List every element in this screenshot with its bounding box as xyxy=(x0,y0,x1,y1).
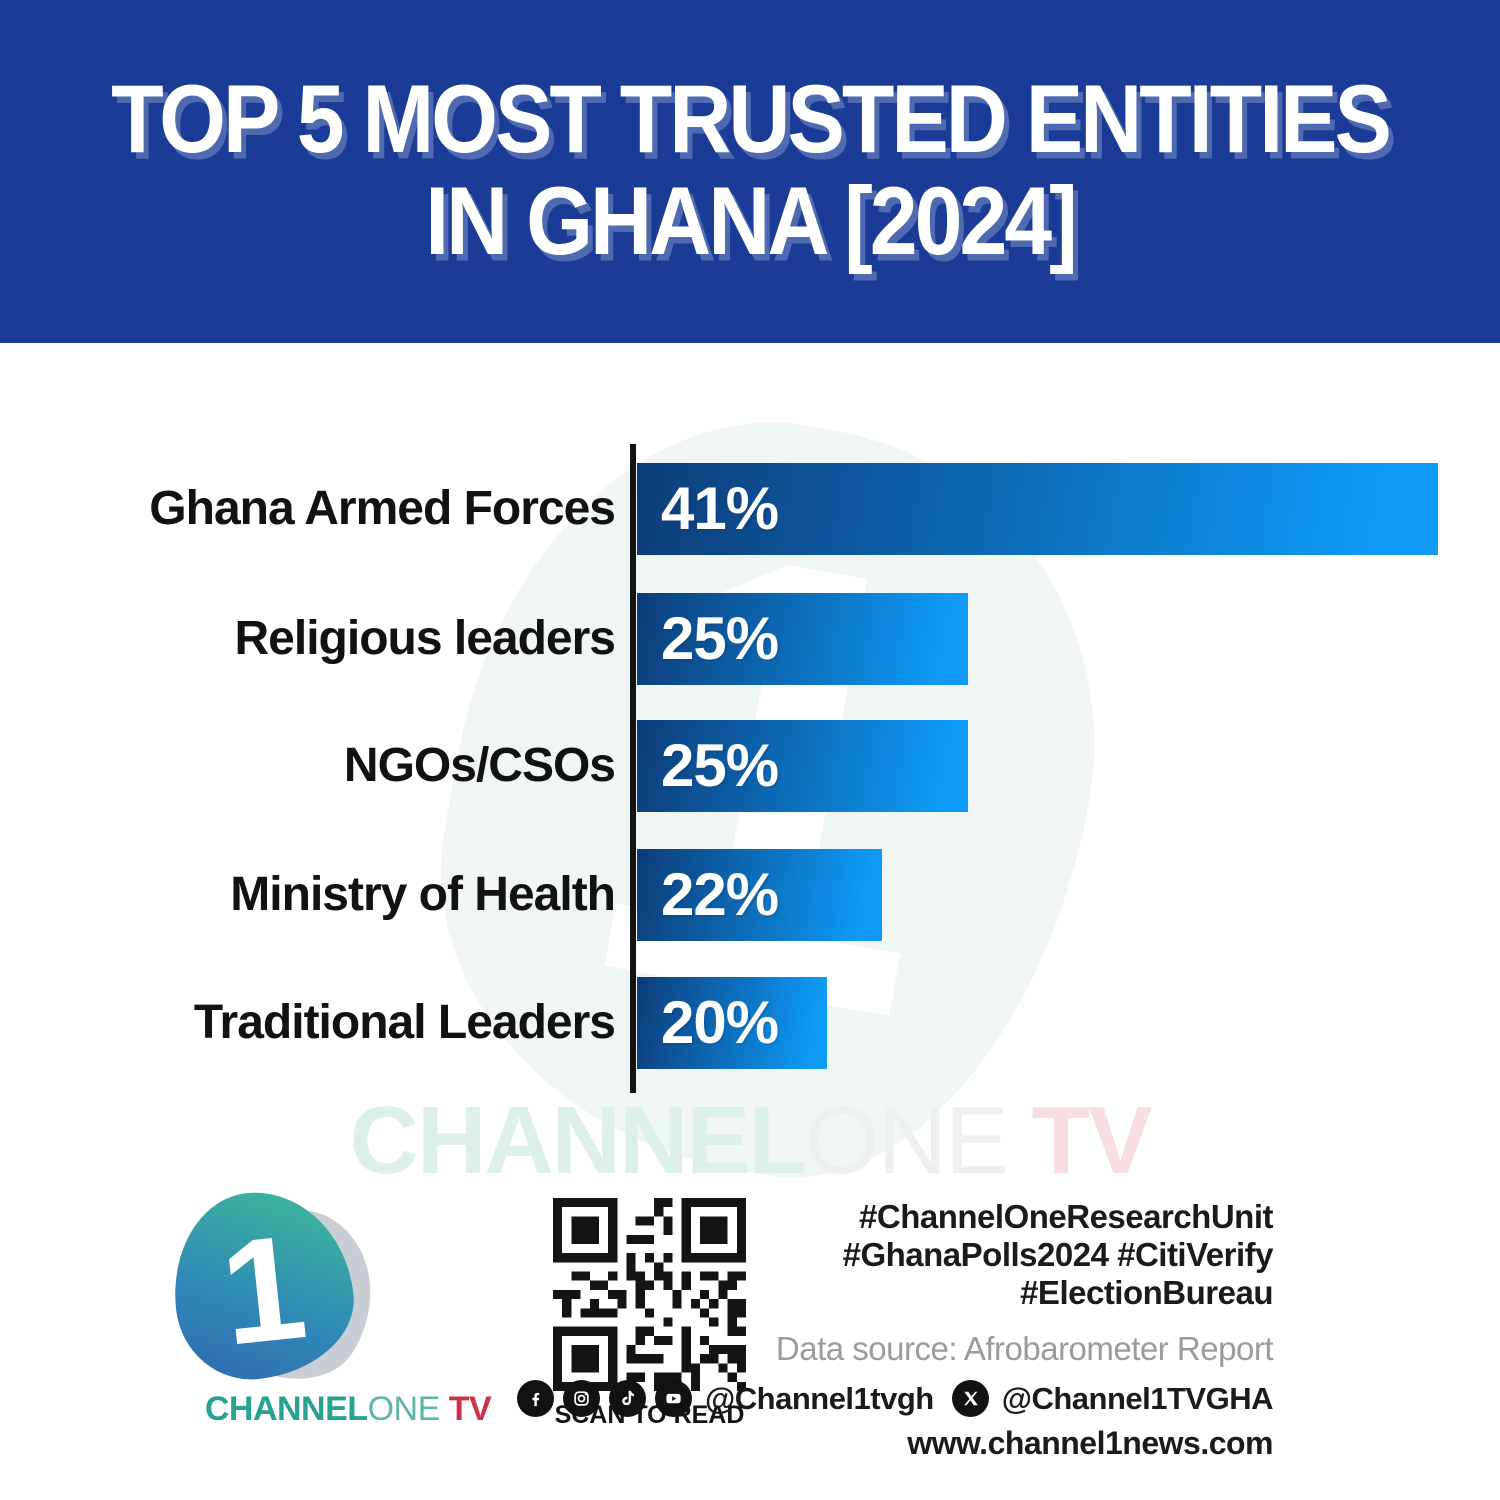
hashtag-line2: #GhanaPolls2024 #CitiVerify xyxy=(842,1236,1274,1273)
watermark-tv: TV xyxy=(1031,1087,1153,1194)
social-handle: @Channel1tvgh xyxy=(705,1380,934,1416)
page-title: TOP 5 MOST TRUSTED ENTITIES IN GHANA [20… xyxy=(111,66,1392,276)
bar-value-label: 25% xyxy=(661,605,779,672)
x-handle: @Channel1TVGHA xyxy=(1001,1380,1274,1416)
youtube-icon xyxy=(655,1380,693,1417)
brand-wordmark: CHANNELONE TV xyxy=(138,1390,558,1429)
channel-one-logo: 1 CHANNELONE TV xyxy=(160,1179,492,1438)
bar-value-label: 22% xyxy=(661,861,779,928)
bar-religious-leaders: 25% xyxy=(637,593,968,685)
category-label-traditional-leaders: Traditional Leaders xyxy=(193,996,616,1049)
x-icon xyxy=(951,1380,989,1417)
hashtag-line3: #ElectionBureau xyxy=(1020,1274,1273,1311)
website-url: www.channel1news.com xyxy=(907,1425,1273,1461)
page-title-line2: IN GHANA [2024] xyxy=(425,168,1078,276)
title-banner: TOP 5 MOST TRUSTED ENTITIES IN GHANA [20… xyxy=(0,0,1500,343)
facebook-icon xyxy=(517,1380,555,1417)
brand-one: ONE xyxy=(367,1390,441,1428)
brand-tv: TV xyxy=(448,1390,492,1428)
bar-ghana-armed-forces: 41% xyxy=(637,463,1438,555)
watermark-channel: CHANNEL xyxy=(349,1087,807,1194)
social-row: @Channel1tvgh @Channel1TVGHA xyxy=(517,1380,1274,1417)
chart-axis-line xyxy=(630,444,636,1093)
bar-value-label: 41% xyxy=(661,475,779,542)
instagram-icon xyxy=(563,1380,601,1417)
watermark-one: ONE xyxy=(804,1087,1009,1194)
bar-value-label: 25% xyxy=(661,732,779,799)
data-source-label: Data source: Afrobarometer Report xyxy=(775,1330,1274,1367)
category-label-religious-leaders: Religious leaders xyxy=(234,612,616,665)
background-watermark-text: CHANNELONE TV xyxy=(0,1086,1500,1196)
logo-one-glyph: 1 xyxy=(214,1204,314,1377)
category-label-ministry-of-health: Ministry of Health xyxy=(230,868,616,921)
bar-traditional-leaders: 20% xyxy=(637,977,827,1069)
qr-code xyxy=(553,1198,746,1391)
hashtags-block: #ChannelOneResearchUnit #GhanaPolls2024 … xyxy=(633,1198,1274,1312)
hashtag-line1: #ChannelOneResearchUnit xyxy=(859,1198,1273,1235)
category-label-ngos-csos: NGOs/CSOs xyxy=(343,739,616,792)
bar-ngos-csos: 25% xyxy=(637,720,968,812)
tiktok-icon xyxy=(609,1380,647,1417)
category-label-ghana-armed-forces: Ghana Armed Forces xyxy=(149,482,616,535)
bar-ministry-of-health: 22% xyxy=(637,849,882,941)
footer-info: #ChannelOneResearchUnit #GhanaPolls2024 … xyxy=(517,1198,1274,1462)
bar-value-label: 20% xyxy=(661,989,779,1056)
qr-block: SCAN TO READ xyxy=(553,1198,746,1438)
brand-channel: CHANNEL xyxy=(204,1390,368,1428)
page-title-line1: TOP 5 MOST TRUSTED ENTITIES xyxy=(111,66,1392,174)
